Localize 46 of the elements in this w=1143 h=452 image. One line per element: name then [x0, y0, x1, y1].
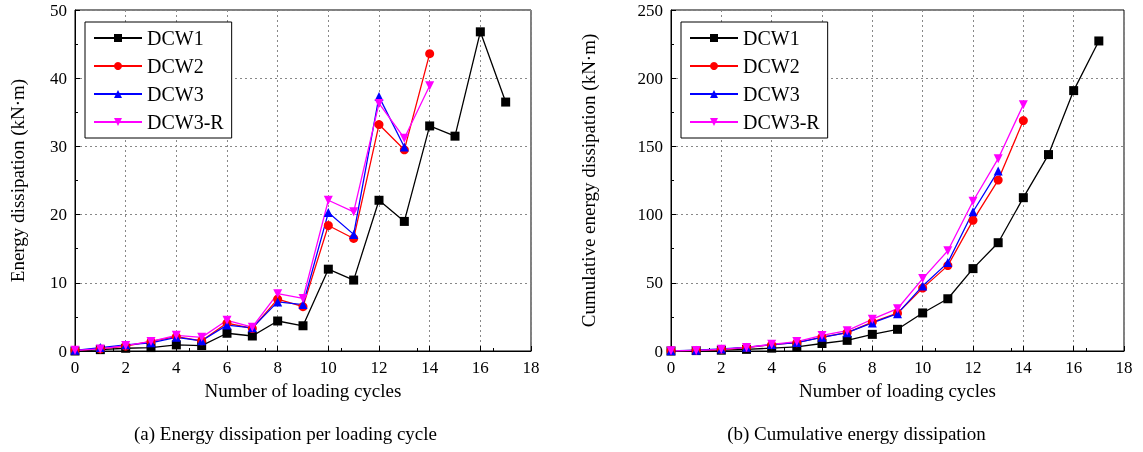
x-tick-label: 0	[70, 358, 80, 377]
y-tick-label: 50	[646, 273, 663, 293]
x-tick-label: 0	[666, 358, 676, 377]
y-tick-label: 250	[637, 0, 663, 20]
legend-label: DCW3	[147, 83, 204, 105]
y-tick-label: 10	[50, 273, 67, 293]
legend-label: DCW1	[147, 27, 204, 49]
x-tick-label: 16	[1065, 358, 1083, 377]
x-tick-label: 18	[522, 358, 540, 377]
y-tick-label: 40	[50, 68, 67, 88]
y-tick-label: 200	[637, 68, 663, 88]
y-tick-label: 20	[50, 205, 67, 225]
x-tick-label: 12	[370, 358, 388, 377]
legend-label: DCW2	[147, 55, 204, 77]
legend-label: DCW1	[743, 27, 800, 49]
x-tick-label: 2	[717, 358, 726, 377]
y-tick-label: 150	[637, 136, 663, 156]
y-tick-label: 0	[654, 341, 663, 361]
x-tick-label: 4	[767, 358, 777, 377]
y-tick-label: 50	[50, 0, 67, 20]
y-tick-label: 100	[637, 205, 663, 225]
x-tick-label: 14	[421, 358, 439, 377]
legend-label: DCW3	[743, 83, 800, 105]
text: (b) Cumulative energy dissipation	[727, 423, 987, 445]
x-tick-label: 12	[964, 358, 982, 377]
x-tick-label: 14	[1014, 358, 1033, 377]
x-tick-label: 16	[471, 358, 489, 377]
x-axis-title: Number of loading cycles	[204, 379, 402, 401]
x-tick-label: 10	[319, 358, 337, 377]
x-tick-label: 8	[273, 358, 282, 377]
y-axis-title: Energy dissipation (kN·m)	[7, 78, 29, 283]
x-tick-label: 10	[914, 358, 932, 377]
text: (a) Energy dissipation per loading cycle	[133, 423, 438, 445]
y-tick-label: 30	[50, 136, 67, 156]
legend-label: DCW3-R	[743, 111, 821, 133]
x-tick-label: 4	[172, 358, 182, 377]
x-tick-label: 18	[1115, 358, 1133, 377]
x-tick-label: 6	[817, 358, 827, 377]
x-tick-label: 8	[868, 358, 877, 377]
x-tick-label: 2	[121, 358, 130, 377]
x-axis-title: Number of loading cycles	[799, 379, 996, 401]
x-tick-label: 6	[222, 358, 232, 377]
y-tick-label: 0	[58, 341, 67, 361]
legend-label: DCW2	[743, 55, 800, 77]
legend-label: DCW3-R	[147, 111, 225, 133]
y-axis-title: Cumulative energy dissipation (kN·m)	[578, 33, 600, 328]
